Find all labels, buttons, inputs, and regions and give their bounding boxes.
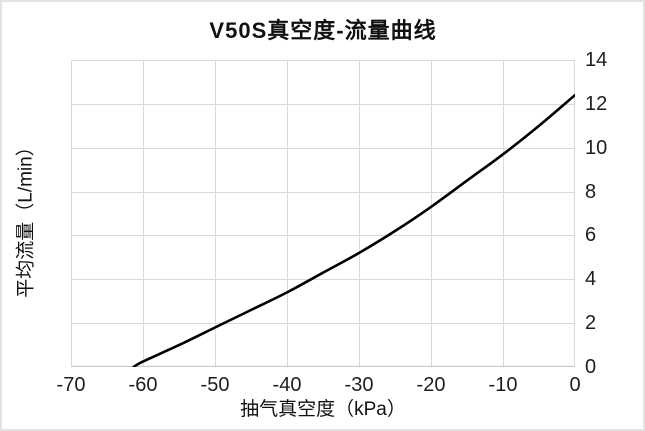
flow-curve — [132, 93, 575, 367]
x-tick-label: -20 — [416, 374, 446, 396]
y-tick-label: 6 — [585, 224, 597, 247]
y-axis-title: 平均流量（L/min） — [15, 137, 37, 298]
x-tick-label: -60 — [128, 374, 158, 396]
x-tick-label: -40 — [272, 374, 302, 396]
x-tick-label: -30 — [344, 374, 374, 396]
y-tick-label: 10 — [585, 136, 608, 159]
plot-area — [71, 60, 575, 367]
y-tick-label: 0 — [585, 356, 597, 378]
x-tick-label: 0 — [569, 374, 581, 396]
y-tick-label: 12 — [585, 92, 608, 115]
y-tick-label: 14 — [585, 49, 608, 71]
x-tick-label: -10 — [488, 374, 518, 396]
chart-title: V50S真空度-流量曲线 — [209, 18, 437, 43]
x-axis-title: 抽气真空度（kPa） — [240, 399, 406, 420]
y-tick-label: 4 — [585, 268, 597, 291]
x-tick-label: -50 — [200, 374, 230, 396]
x-tick-label: -70 — [56, 374, 86, 396]
plot-svg — [71, 60, 575, 367]
y-tick-label: 8 — [585, 180, 597, 203]
y-tick-label: 2 — [585, 312, 597, 335]
